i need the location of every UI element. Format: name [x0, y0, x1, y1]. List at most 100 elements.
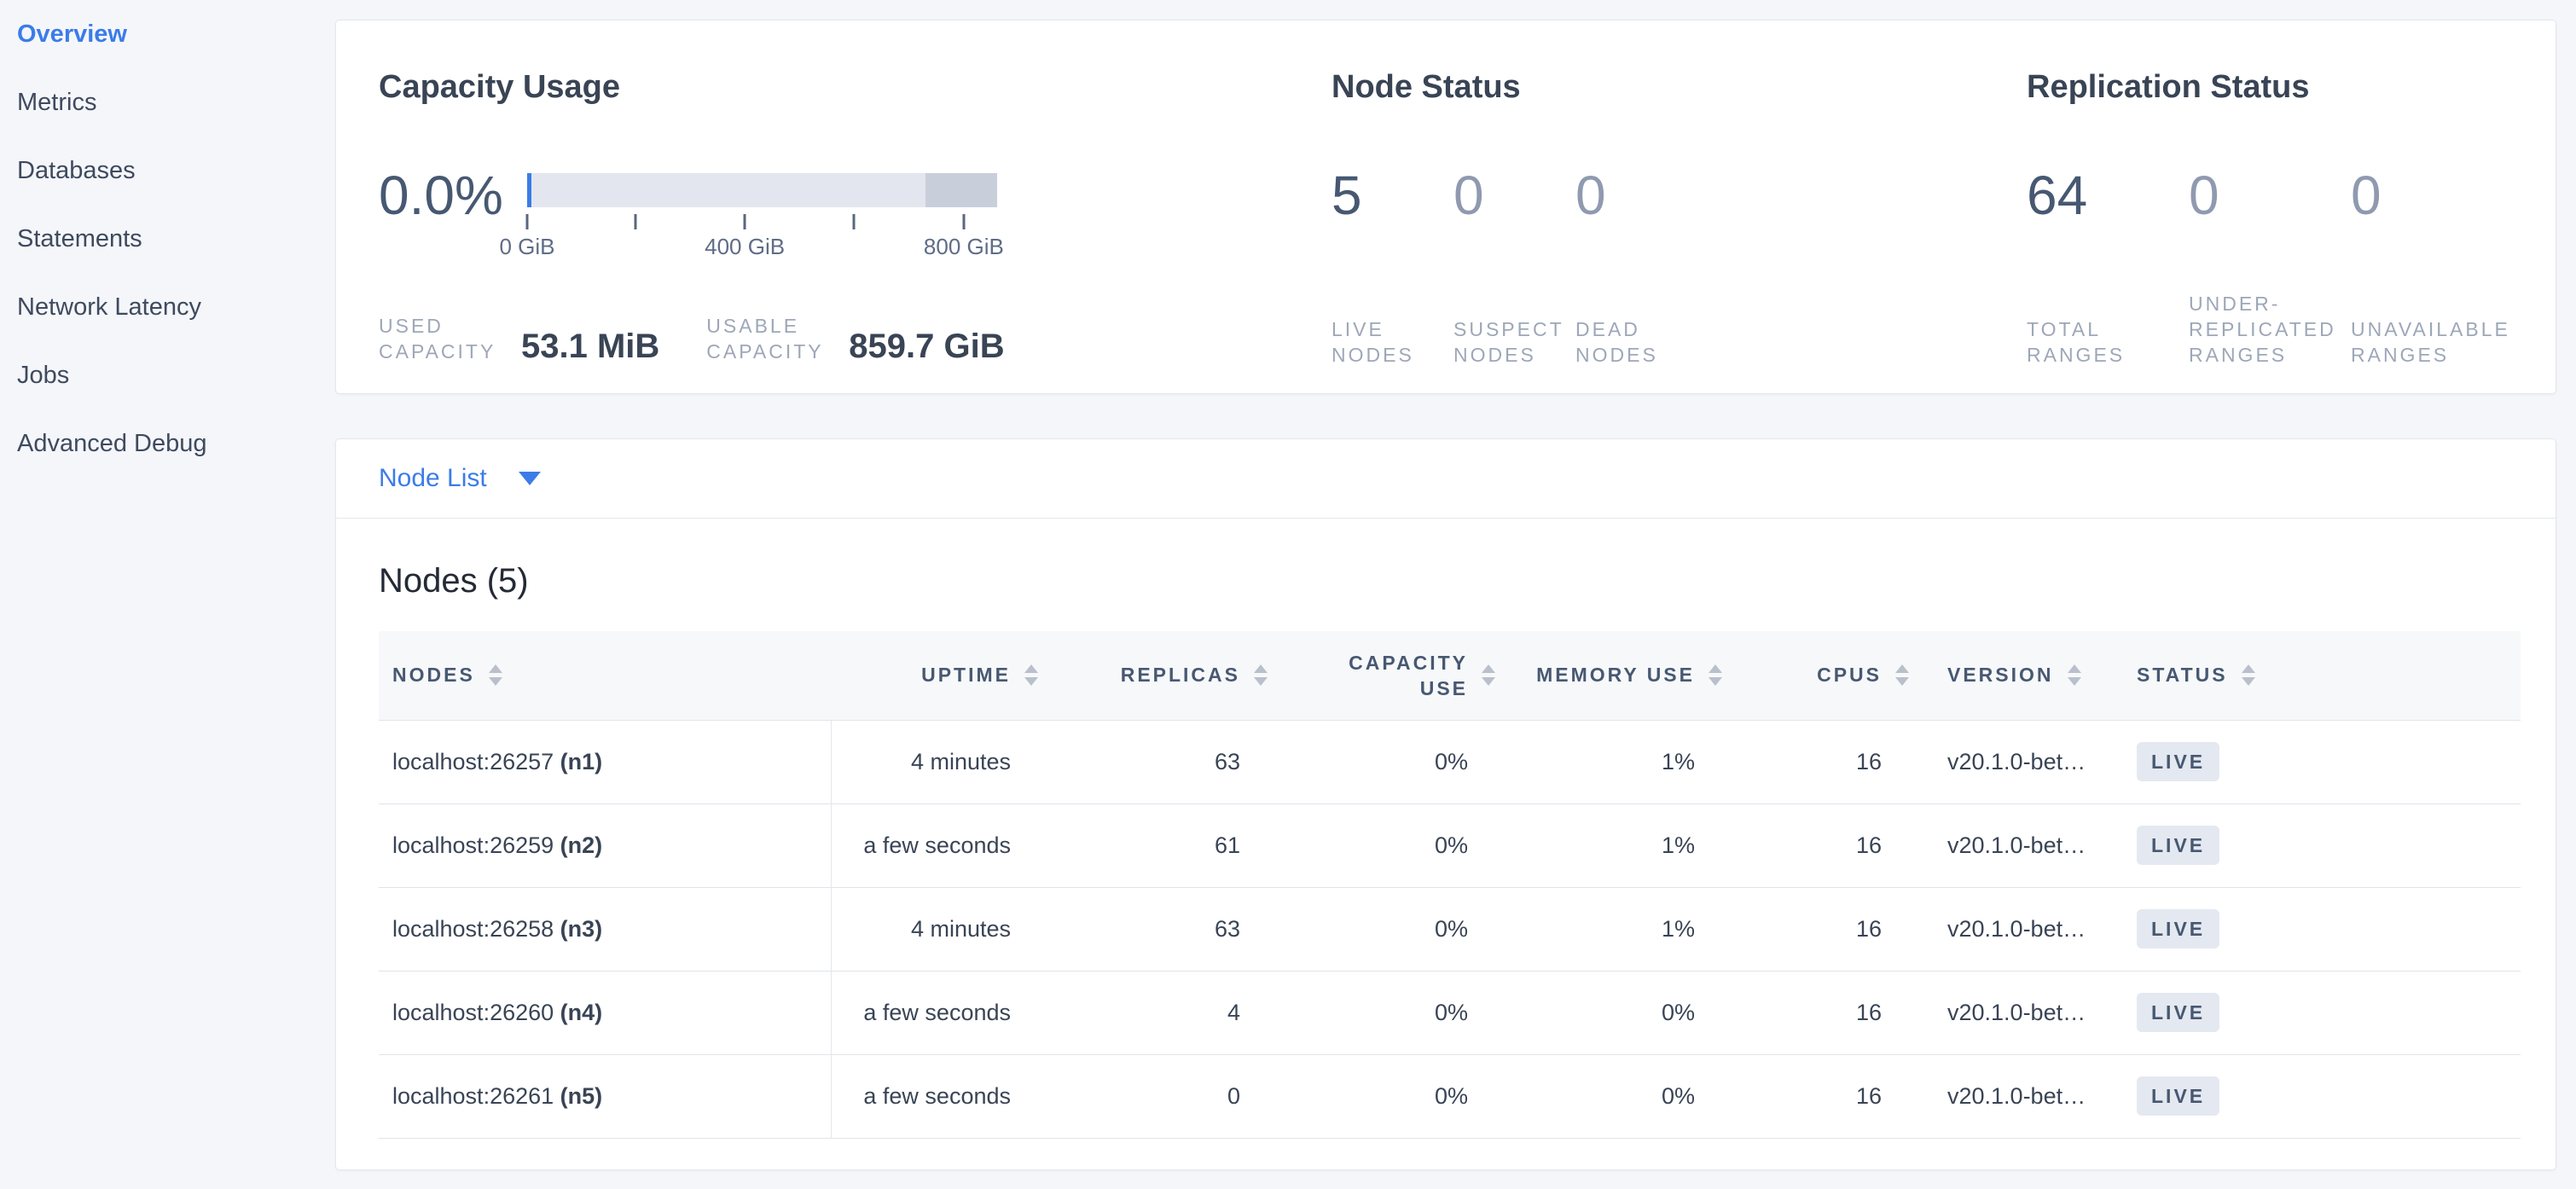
under-replicated-value: 0	[2189, 165, 2219, 226]
total-ranges-stat: 64 TOTAL RANGES	[2027, 167, 2189, 368]
memory-use-cell: 1%	[1661, 832, 1695, 858]
capacity-use-cell: 0%	[1434, 832, 1468, 858]
capacity-gauge-ticks	[525, 214, 997, 229]
capacity-gauge-track	[527, 173, 997, 207]
gauge-label-400: 400 GiB	[705, 234, 786, 259]
memory-use-cell: 0%	[1661, 1082, 1695, 1109]
sort-icon	[1894, 664, 1911, 686]
status-cell: LIVE	[2099, 720, 2521, 803]
usable-capacity-stat: USABLE CAPACITY 859.7 GiB	[706, 313, 1004, 364]
table-row: localhost:26257 (n1) 4 minutes 63 0% 1% …	[379, 720, 2521, 803]
replication-status-title: Replication Status	[2027, 69, 2310, 105]
sort-icon	[1252, 664, 1269, 686]
gauge-label-800: 800 GiB	[923, 234, 1004, 259]
uptime-cell: 4 minutes	[910, 915, 1011, 942]
node-address-cell[interactable]: localhost:26260 (n4)	[379, 971, 832, 1054]
dead-nodes-value: 0	[1575, 165, 1606, 226]
used-capacity-value: 53.1 MiB	[521, 328, 660, 365]
usable-capacity-label: USABLE CAPACITY	[706, 315, 824, 362]
capacity-use-cell: 0%	[1434, 1082, 1468, 1109]
replicas-cell: 0	[1227, 1082, 1240, 1109]
live-nodes-value: 5	[1332, 165, 1362, 226]
total-ranges-value: 64	[2027, 165, 2088, 226]
used-capacity-stat: USED CAPACITY 53.1 MiB	[379, 313, 659, 364]
uptime-cell: 4 minutes	[910, 748, 1011, 774]
column-header-nodes[interactable]: NODES	[379, 631, 831, 720]
column-header-status[interactable]: STATUS	[2099, 631, 2521, 720]
node-list-dropdown-label[interactable]: Node List	[379, 464, 487, 492]
replicas-cell: 4	[1227, 999, 1240, 1025]
version-cell: v20.1.0-bet…	[1947, 1082, 2086, 1109]
sort-icon	[1023, 664, 1040, 686]
column-header-version[interactable]: VERSION	[1911, 631, 2099, 720]
column-header-memory-use[interactable]: MEMORY USE	[1497, 631, 1724, 720]
sidebar: Overview Metrics Databases Statements Ne…	[0, 0, 335, 1189]
chevron-down-icon	[518, 472, 541, 485]
node-list-dropdown[interactable]: Node List	[336, 439, 2556, 519]
capacity-gauge-reserved-segment	[925, 173, 997, 207]
node-status-panel: Node Status 5 LIVE NODES 0 SUSPECT NODES…	[1332, 67, 2027, 366]
memory-use-cell: 1%	[1661, 748, 1695, 774]
column-header-uptime[interactable]: UPTIME	[831, 631, 1040, 720]
status-badge: LIVE	[2137, 1076, 2220, 1116]
capacity-usage-panel: Capacity Usage 0.0%	[379, 67, 1332, 366]
capacity-used-percent: 0.0%	[379, 165, 503, 226]
nodes-section-title: Nodes (5)	[379, 562, 529, 600]
sidebar-item-overview[interactable]: Overview	[17, 20, 127, 48]
cpus-cell: 16	[1855, 999, 1882, 1025]
capacity-use-cell: 0%	[1434, 915, 1468, 942]
sidebar-item-advanced-debug[interactable]: Advanced Debug	[17, 429, 207, 457]
nodes-section: Nodes (5) NODES UPTIME REPLICAS CAPACITY…	[336, 519, 2556, 1139]
uptime-cell: a few seconds	[863, 1082, 1011, 1109]
capacity-gauge-used-segment	[527, 173, 531, 207]
sidebar-item-statements[interactable]: Statements	[17, 224, 142, 252]
cpus-cell: 16	[1855, 832, 1882, 858]
capacity-usage-title: Capacity Usage	[379, 69, 621, 105]
sidebar-item-jobs[interactable]: Jobs	[17, 361, 70, 389]
table-row: localhost:26259 (n2) a few seconds 61 0%…	[379, 803, 2521, 887]
under-replicated-stat: 0 UNDER-REPLICATED RANGES	[2189, 167, 2351, 368]
status-badge: LIVE	[2137, 993, 2220, 1032]
sort-icon	[1480, 664, 1497, 686]
dead-nodes-stat: 0 DEAD NODES	[1575, 167, 1697, 368]
sidebar-item-metrics[interactable]: Metrics	[17, 88, 97, 116]
memory-use-cell: 0%	[1661, 999, 1695, 1025]
status-cell: LIVE	[2099, 1054, 2521, 1138]
version-cell: v20.1.0-bet…	[1947, 748, 2086, 774]
sort-icon	[487, 664, 504, 686]
version-cell: v20.1.0-bet…	[1947, 915, 2086, 942]
capacity-use-cell: 0%	[1434, 748, 1468, 774]
nodes-table: NODES UPTIME REPLICAS CAPACITY USE MEMOR…	[379, 631, 2521, 1139]
sidebar-item-databases[interactable]: Databases	[17, 156, 136, 184]
cpus-cell: 16	[1855, 1082, 1882, 1109]
main-content: Capacity Usage 0.0%	[335, 0, 2576, 1189]
version-cell: v20.1.0-bet…	[1947, 999, 2086, 1025]
usable-capacity-value: 859.7 GiB	[849, 328, 1005, 365]
node-address-cell[interactable]: localhost:26258 (n3)	[379, 887, 832, 971]
live-nodes-stat: 5 LIVE NODES	[1332, 167, 1453, 368]
column-header-replicas[interactable]: REPLICAS	[1040, 631, 1269, 720]
live-nodes-label: LIVE NODES	[1332, 318, 1414, 366]
node-address-cell[interactable]: localhost:26259 (n2)	[379, 803, 832, 887]
column-header-capacity-use[interactable]: CAPACITY USE	[1269, 631, 1497, 720]
node-address-cell[interactable]: localhost:26257 (n1)	[379, 720, 832, 803]
uptime-cell: a few seconds	[863, 999, 1011, 1025]
table-row: localhost:26260 (n4) a few seconds 4 0% …	[379, 971, 2521, 1054]
sidebar-item-network-latency[interactable]: Network Latency	[17, 293, 201, 321]
suspect-nodes-label: SUSPECT NODES	[1453, 318, 1564, 366]
column-header-cpus[interactable]: CPUS	[1724, 631, 1911, 720]
unavailable-ranges-value: 0	[2351, 165, 2382, 226]
uptime-cell: a few seconds	[863, 832, 1011, 858]
suspect-nodes-value: 0	[1453, 165, 1484, 226]
status-badge: LIVE	[2137, 742, 2220, 781]
node-address-cell[interactable]: localhost:26261 (n5)	[379, 1054, 832, 1138]
status-cell: LIVE	[2099, 887, 2521, 971]
status-badge: LIVE	[2137, 826, 2220, 865]
memory-use-cell: 1%	[1661, 915, 1695, 942]
nodes-table-header-row: NODES UPTIME REPLICAS CAPACITY USE MEMOR…	[379, 631, 2521, 720]
sort-icon	[2066, 664, 2083, 686]
capacity-gauge: 0 GiB 400 GiB 800 GiB	[499, 173, 1004, 259]
sort-icon	[1707, 664, 1724, 686]
version-cell: v20.1.0-bet…	[1947, 832, 2086, 858]
